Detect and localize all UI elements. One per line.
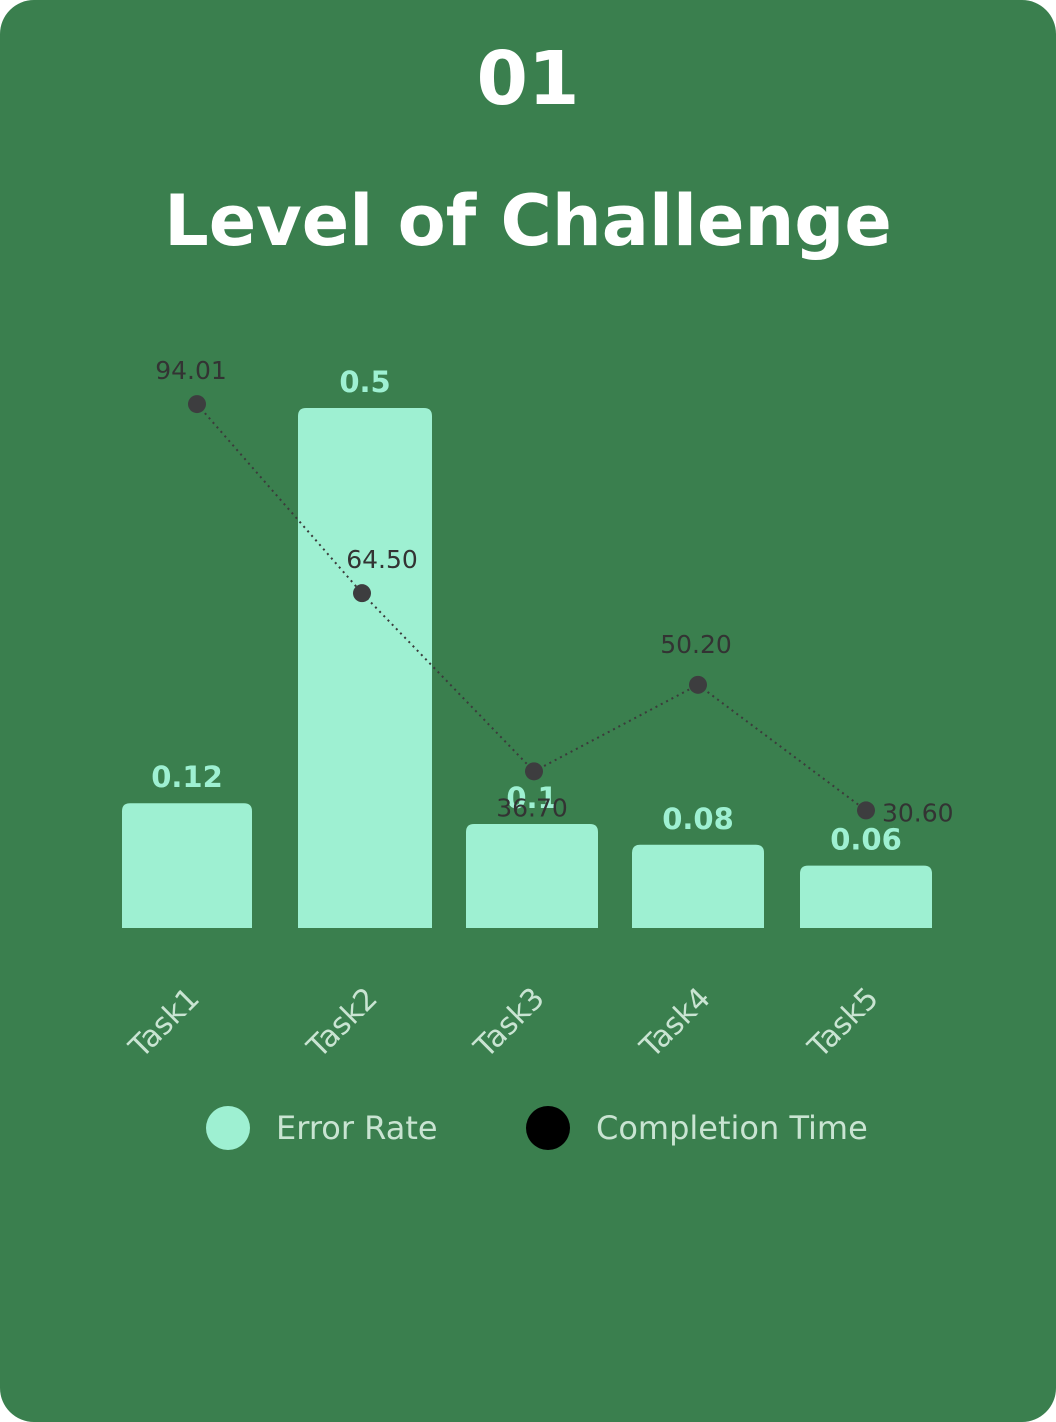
x-tick-task2: Task2	[300, 981, 385, 1066]
chart-title: Level of Challenge	[164, 180, 892, 262]
bar-task4	[632, 844, 764, 928]
point-task4	[689, 675, 707, 694]
point-label-task2: 64.50	[346, 545, 418, 574]
legend-item-error-rate[interactable]: Error Rate	[206, 1105, 438, 1151]
bar-label-task1: 0.12	[151, 760, 223, 794]
x-tick-task1: Task1	[122, 981, 207, 1066]
legend-label-error-rate: Error Rate	[276, 1109, 438, 1147]
chart-plot: 0.12 0.5 0.1 0.08 0.06 94.01 64.50 36.70 50.20 30…	[122, 356, 954, 1066]
legend-swatch-completion-time	[526, 1106, 570, 1150]
legend-swatch-error-rate	[206, 1106, 250, 1150]
point-label-task4: 50.20	[660, 630, 732, 659]
section-number: 01	[476, 36, 580, 122]
bar-task2	[298, 408, 432, 928]
bar-task3	[466, 824, 598, 928]
point-task5	[857, 801, 875, 820]
bar-label-task4: 0.08	[662, 802, 734, 836]
point-task2	[353, 584, 371, 603]
legend-label-completion-time: Completion Time	[596, 1109, 868, 1147]
bar-label-task2: 0.5	[339, 365, 390, 399]
x-tick-task3: Task3	[467, 981, 552, 1066]
bar-task1	[122, 803, 252, 928]
bar-label-task3: 0.1	[506, 781, 557, 815]
point-label-task5: 30.60	[882, 798, 954, 827]
x-tick-task5: Task5	[801, 981, 886, 1066]
legend-item-completion-time[interactable]: Completion Time	[526, 1105, 868, 1151]
point-task1	[188, 395, 206, 414]
point-label-task1: 94.01	[155, 356, 227, 385]
bar-task5	[800, 865, 932, 928]
completion-time-line	[196, 403, 867, 812]
bar-label-task5: 0.06	[830, 823, 902, 857]
point-label-task3: 36.70	[496, 793, 568, 822]
point-task3	[525, 762, 543, 781]
x-tick-task4: Task4	[633, 981, 718, 1066]
